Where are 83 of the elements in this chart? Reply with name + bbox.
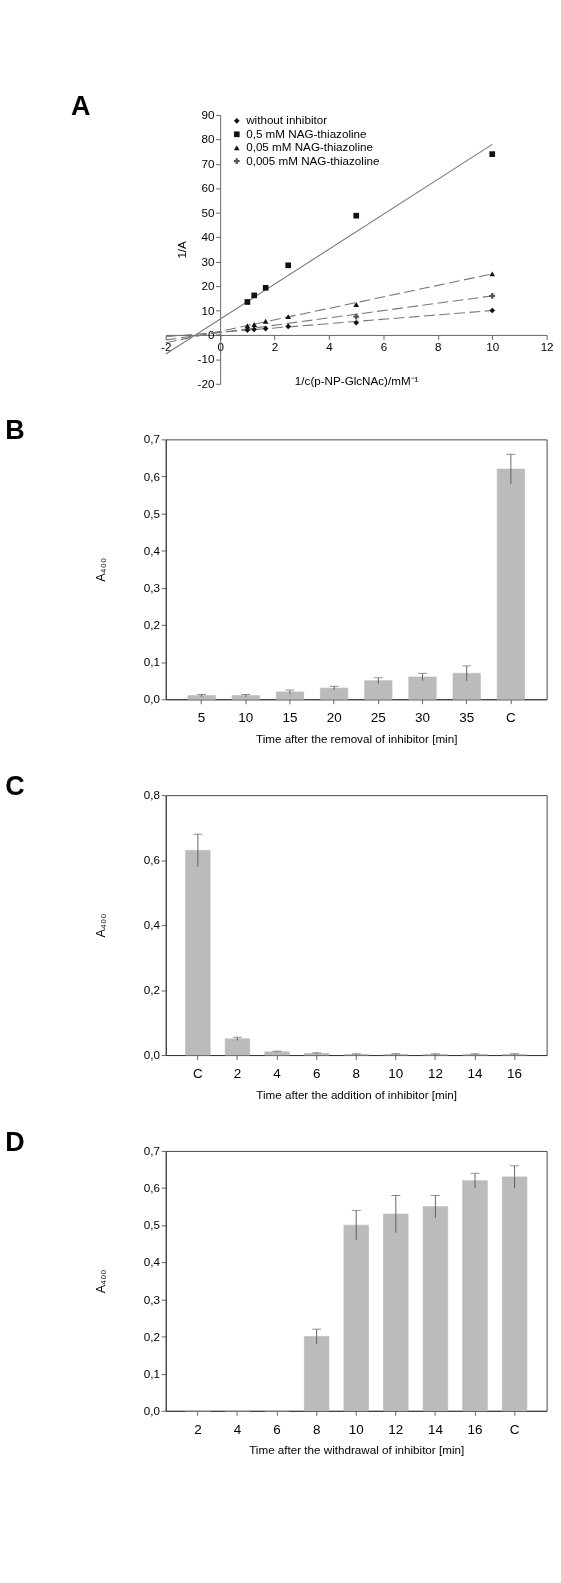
y-tick-label: 0,7: [143, 432, 160, 446]
x-tick-label: 12: [540, 339, 554, 353]
y-tick-label: 0,0: [143, 692, 161, 706]
x-tick-label: 4: [326, 339, 334, 353]
x-tick-label: 4: [273, 1065, 282, 1081]
x-tick-label: 10: [486, 339, 500, 353]
y-axis-title: A₄₀₀: [94, 1269, 109, 1294]
x-tick-label: 4: [233, 1421, 242, 1437]
chart-title: A: [70, 91, 91, 122]
y-tick-label: 0,4: [143, 543, 161, 557]
y-axis-title: A₄₀₀: [94, 557, 109, 582]
x-tick-label: 25: [370, 710, 386, 726]
y-tick-label: 0,6: [143, 469, 160, 483]
y-tick-label: 0,6: [143, 853, 160, 867]
x-tick-label: 2: [271, 339, 279, 353]
x-tick-label: 10: [388, 1065, 404, 1081]
x-tick-label: 6: [312, 1065, 321, 1081]
x-tick-label: 6: [380, 339, 388, 353]
x-tick-label: 0: [217, 339, 225, 353]
legend-label: 0,05 mM NAG-thiazoline: [246, 140, 373, 154]
y-tick-label: 70: [201, 156, 215, 170]
y-tick-label: 0,8: [143, 788, 160, 802]
y-tick-label: -10: [197, 352, 215, 366]
x-tick-label: 10: [348, 1421, 364, 1437]
chart-title: D: [5, 1126, 25, 1157]
x-tick-label: 12: [427, 1065, 443, 1081]
x-tick-label: 8: [435, 339, 442, 353]
y-tick-label: 0: [207, 328, 215, 342]
y-tick-label: -20: [197, 376, 215, 390]
y-tick-label: 0,0: [143, 1048, 161, 1062]
x-tick-label: 20: [326, 710, 342, 726]
y-tick-label: 0,7: [143, 1144, 160, 1158]
y-tick-label: 60: [201, 181, 215, 195]
x-tick-label: C: [509, 1421, 520, 1437]
x-tick-label: 8: [312, 1421, 321, 1437]
x-tick-label: 15: [282, 710, 298, 726]
y-tick-label: 0,1: [143, 1366, 160, 1380]
y-tick-label: 0,2: [143, 618, 160, 632]
x-tick-label: 2: [233, 1065, 242, 1081]
legend-label: without inhibitor: [245, 113, 328, 127]
x-tick-label: 14: [427, 1421, 444, 1437]
y-tick-label: 0,4: [143, 918, 161, 932]
y-tick-label: 50: [201, 205, 215, 219]
y-tick-label: 0,2: [143, 1329, 160, 1343]
x-tick-label: 12: [388, 1421, 404, 1437]
x-tick-label: 35: [459, 710, 475, 726]
x-tick-label: 2: [194, 1421, 202, 1437]
chart-title: B: [5, 415, 25, 446]
x-tick-label: -2: [161, 339, 172, 353]
x-tick-label: 16: [507, 1065, 523, 1081]
y-tick-label: 0,5: [143, 1218, 160, 1232]
y-tick-label: 30: [201, 254, 215, 268]
y-tick-label: 0,3: [143, 580, 160, 594]
y-axis-title: 1/A: [174, 240, 188, 259]
x-tick-label: 8: [352, 1065, 360, 1081]
legend-label: 0,5 mM NAG-thiazoline: [246, 126, 367, 140]
y-tick-label: 80: [201, 132, 215, 146]
y-tick-label: 0,0: [143, 1403, 161, 1417]
x-axis-title: Time after the removal of inhibitor [min]: [255, 731, 458, 745]
y-tick-label: 90: [201, 108, 215, 122]
y-axis-title: A₄₀₀: [94, 913, 109, 938]
x-tick-label: 5: [197, 710, 206, 726]
x-axis-title: 1/c(p-NP-GlcNAc)/mM⁻¹: [294, 373, 419, 387]
y-tick-label: 0,1: [143, 655, 160, 669]
y-tick-label: 0,5: [143, 506, 160, 520]
y-tick-label: 0,3: [143, 1292, 160, 1306]
x-tick-label: 6: [273, 1421, 281, 1437]
y-tick-label: 0,4: [143, 1255, 161, 1269]
y-tick-label: 40: [201, 230, 215, 244]
x-tick-label: 16: [467, 1421, 483, 1437]
x-tick-label: 30: [415, 710, 430, 726]
y-tick-label: 10: [201, 303, 215, 317]
x-tick-label: 10: [238, 710, 254, 726]
y-tick-label: 20: [201, 279, 215, 293]
x-tick-label: 14: [467, 1065, 483, 1081]
x-tick-label: C: [193, 1065, 203, 1081]
x-tick-label: C: [506, 710, 517, 726]
y-tick-label: 0,2: [143, 983, 160, 997]
legend-label: 0,005 mM NAG-thiazoline: [246, 153, 380, 167]
y-tick-label: 0,6: [143, 1181, 160, 1195]
chart-title: C: [5, 771, 25, 802]
x-axis-title: Time after the withdrawal of inhibitor [min]: [249, 1443, 465, 1457]
x-axis-title: Time after the addition of inhibitor [min]: [256, 1087, 458, 1101]
